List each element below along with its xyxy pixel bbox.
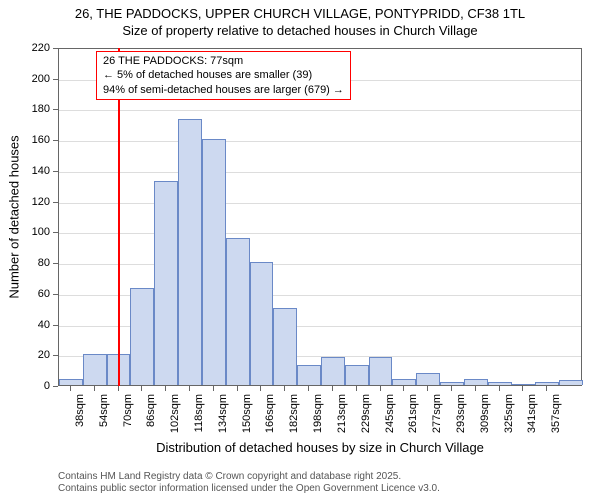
x-tick-label: 213sqm bbox=[336, 394, 348, 444]
x-tick-label: 134sqm bbox=[217, 394, 229, 444]
x-tick-label: 198sqm bbox=[312, 394, 324, 444]
x-tick-label: 150sqm bbox=[241, 394, 253, 444]
histogram-bar bbox=[369, 357, 393, 385]
histogram-bar bbox=[297, 365, 321, 385]
y-tick bbox=[53, 171, 58, 172]
y-tick bbox=[53, 263, 58, 264]
histogram-bar bbox=[440, 382, 464, 385]
x-tick-label: 261sqm bbox=[407, 394, 419, 444]
y-axis-label: Number of detached houses bbox=[7, 135, 22, 298]
annotation-line-1: 26 THE PADDOCKS: 77sqm bbox=[103, 54, 344, 68]
y-tick bbox=[53, 140, 58, 141]
gridline bbox=[59, 203, 581, 204]
x-axis-label: Distribution of detached houses by size … bbox=[58, 440, 582, 455]
y-tick bbox=[53, 202, 58, 203]
x-tick bbox=[546, 386, 547, 391]
x-tick-label: 309sqm bbox=[479, 394, 491, 444]
x-tick-label: 293sqm bbox=[455, 394, 467, 444]
y-tick bbox=[53, 294, 58, 295]
x-tick-label: 182sqm bbox=[288, 394, 300, 444]
footer-line-1: Contains HM Land Registry data © Crown c… bbox=[58, 471, 401, 482]
x-tick-label: 38sqm bbox=[74, 394, 86, 444]
histogram-bar bbox=[273, 308, 297, 385]
y-tick-label: 200 bbox=[0, 73, 50, 85]
histogram-bar bbox=[59, 379, 83, 385]
histogram-bar bbox=[226, 238, 250, 385]
annotation-line-2: ← 5% of detached houses are smaller (39) bbox=[103, 68, 344, 82]
x-tick bbox=[237, 386, 238, 391]
gridline bbox=[59, 172, 581, 173]
x-tick bbox=[451, 386, 452, 391]
histogram-bar bbox=[464, 379, 488, 385]
x-tick-label: 54sqm bbox=[98, 394, 110, 444]
annotation-line-3: 94% of semi-detached houses are larger (… bbox=[103, 83, 344, 97]
x-tick-label: 86sqm bbox=[145, 394, 157, 444]
gridline bbox=[59, 264, 581, 265]
x-tick bbox=[475, 386, 476, 391]
gridline bbox=[59, 141, 581, 142]
x-tick-label: 166sqm bbox=[264, 394, 276, 444]
x-tick bbox=[94, 386, 95, 391]
histogram-bar bbox=[392, 379, 416, 385]
title-line-2: Size of property relative to detached ho… bbox=[0, 23, 600, 40]
histogram-bar bbox=[178, 119, 202, 385]
histogram-bar bbox=[83, 354, 107, 385]
x-tick bbox=[499, 386, 500, 391]
histogram-bar bbox=[321, 357, 345, 385]
x-tick-label: 357sqm bbox=[550, 394, 562, 444]
x-tick-label: 70sqm bbox=[122, 394, 134, 444]
y-tick bbox=[53, 325, 58, 326]
chart-container: 26, THE PADDOCKS, UPPER CHURCH VILLAGE, … bbox=[0, 0, 600, 500]
x-tick bbox=[356, 386, 357, 391]
annotation-box: 26 THE PADDOCKS: 77sqm ← 5% of detached … bbox=[96, 51, 351, 100]
x-tick-label: 229sqm bbox=[360, 394, 372, 444]
histogram-bar bbox=[202, 139, 226, 385]
x-tick bbox=[380, 386, 381, 391]
x-tick bbox=[213, 386, 214, 391]
x-tick-label: 102sqm bbox=[169, 394, 181, 444]
histogram-bar bbox=[535, 382, 559, 385]
x-tick bbox=[284, 386, 285, 391]
y-tick bbox=[53, 232, 58, 233]
histogram-bar bbox=[345, 365, 369, 385]
x-tick bbox=[118, 386, 119, 391]
y-tick-label: 220 bbox=[0, 42, 50, 54]
x-tick bbox=[189, 386, 190, 391]
y-tick bbox=[53, 355, 58, 356]
x-tick-label: 277sqm bbox=[431, 394, 443, 444]
y-tick-label: 40 bbox=[0, 319, 50, 331]
x-tick-label: 245sqm bbox=[384, 394, 396, 444]
title-line-1: 26, THE PADDOCKS, UPPER CHURCH VILLAGE, … bbox=[0, 6, 600, 23]
x-tick bbox=[308, 386, 309, 391]
x-tick-label: 325sqm bbox=[503, 394, 515, 444]
y-tick bbox=[53, 79, 58, 80]
y-tick-label: 180 bbox=[0, 103, 50, 115]
x-tick bbox=[403, 386, 404, 391]
x-tick bbox=[141, 386, 142, 391]
y-tick-label: 20 bbox=[0, 349, 50, 361]
gridline bbox=[59, 110, 581, 111]
y-tick-label: 0 bbox=[0, 380, 50, 392]
chart-title: 26, THE PADDOCKS, UPPER CHURCH VILLAGE, … bbox=[0, 0, 600, 40]
x-tick bbox=[332, 386, 333, 391]
x-tick bbox=[260, 386, 261, 391]
histogram-bar bbox=[154, 181, 178, 385]
histogram-bar bbox=[250, 262, 274, 385]
y-tick bbox=[53, 386, 58, 387]
x-tick bbox=[165, 386, 166, 391]
footer-line-2: Contains public sector information licen… bbox=[58, 483, 440, 494]
x-tick-label: 341sqm bbox=[526, 394, 538, 444]
histogram-bar bbox=[130, 288, 154, 385]
x-tick bbox=[522, 386, 523, 391]
y-tick bbox=[53, 48, 58, 49]
histogram-bar bbox=[416, 373, 440, 385]
y-tick bbox=[53, 109, 58, 110]
gridline bbox=[59, 233, 581, 234]
histogram-bar bbox=[512, 384, 536, 385]
x-tick-label: 118sqm bbox=[193, 394, 205, 444]
histogram-bar bbox=[488, 382, 512, 385]
histogram-bar bbox=[559, 380, 583, 385]
x-tick bbox=[70, 386, 71, 391]
x-tick bbox=[427, 386, 428, 391]
